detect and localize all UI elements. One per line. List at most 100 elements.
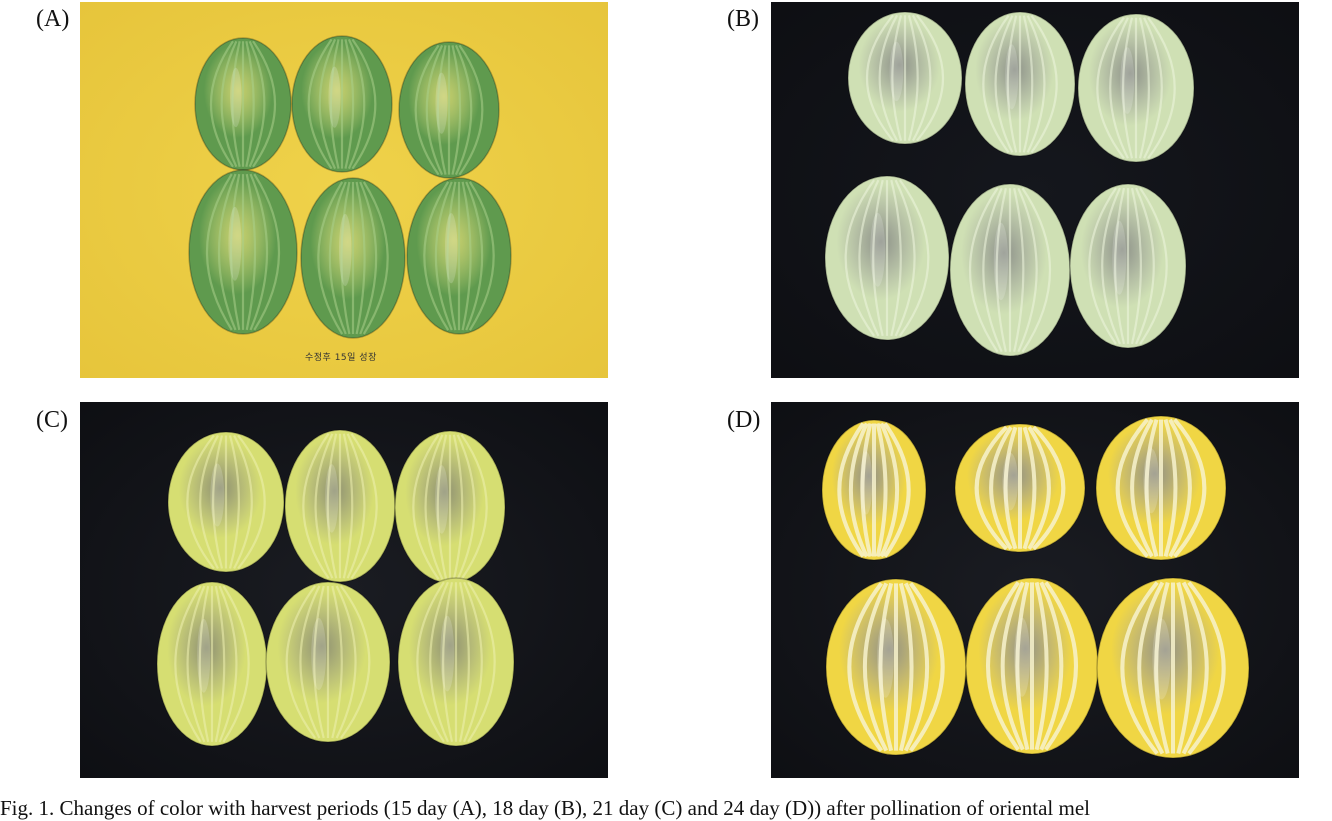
melon-stripe [878,582,894,752]
melon-stripe [1138,17,1150,159]
melon-stripe [355,181,366,335]
melon-stripe [872,179,884,337]
melon [1077,13,1195,163]
panel-label-a: (A) [36,6,70,32]
melon-stripe [350,433,378,579]
melon-highlight [1112,220,1127,295]
melon-stripe [458,581,470,743]
melon-stripe [414,44,440,176]
melon-stripe [916,14,944,142]
melon-stripe [911,14,932,142]
melon-stripe [1006,15,1018,153]
melon [265,581,391,743]
melon-stripe [212,435,224,569]
melon-stripe [847,582,884,752]
melon-stripe [879,422,900,558]
melon-stripe [285,585,316,739]
photo-panel-b [771,2,1299,378]
melon-stripe [229,173,241,331]
melon-stripe [218,585,238,743]
melon-stripe [454,44,473,176]
melon-highlight [859,451,873,515]
melon-highlight [1120,47,1135,114]
melon-stripe [429,581,449,743]
melon-stripe [899,179,930,337]
melon-highlight [230,67,242,128]
melon-stripe [467,581,496,743]
melon-stripe [1015,581,1030,751]
melon-stripe [974,425,1008,551]
melon-highlight [444,213,458,284]
melon-stripe [1003,426,1018,550]
melon-stripe [1101,187,1121,345]
melon-stripe [844,179,875,337]
melon-stripe [1173,418,1207,558]
melon-stripe [1187,581,1226,755]
photo-svg [771,402,1299,778]
photo-panel-c [80,402,608,778]
melon [825,578,967,756]
melon-stripe [1022,426,1037,550]
melon-stripe [890,179,902,337]
figure-caption: Fig. 1. Changes of color with harvest pe… [0,796,1090,820]
melon-stripe [416,581,445,743]
melon-highlight [1152,618,1171,700]
melon [824,175,950,341]
melon-stripe [451,45,462,175]
melon-stripe [1017,187,1038,353]
melon-stripe [1176,581,1192,755]
melon-stripe [458,44,484,176]
melon-highlight [228,206,242,281]
melon [284,429,396,583]
photo-svg [771,2,1299,378]
melon-stripe [452,434,464,580]
melon-stripe [1021,187,1052,353]
melon-stripe [186,585,206,743]
melon-highlight [435,465,449,534]
melon-stripe [233,434,253,570]
melon-stripe [442,581,454,743]
melon-stripe [313,585,325,739]
melon-highlight [210,463,225,527]
melon-stripe [862,582,889,752]
melon-stripe [1039,581,1064,751]
melon-stripe [1137,581,1165,755]
melon-stripe [237,434,266,570]
melon-stripe [1022,15,1034,153]
melon-stripe [860,423,873,557]
melon-stripe [302,433,330,579]
melon-stripe [424,434,444,580]
melon-highlight [877,618,894,698]
melon-highlight [870,212,886,287]
melon-highlight [1014,617,1031,697]
melon [300,177,406,339]
melon-stripe [1163,419,1178,557]
melon-stripe [220,40,238,168]
melon-stripe [342,433,354,579]
melon [1069,183,1187,349]
melon-stripe [875,423,888,557]
melon-stripe [245,173,257,331]
melon-stripe [335,585,357,739]
melon-stripe [1114,187,1126,345]
melon-stripe [331,585,343,739]
melon-stripe [1088,187,1117,345]
melon-stripe [317,181,344,335]
melon [397,577,515,747]
melon-stripe [994,15,1014,153]
melon-stripe [1135,187,1155,345]
melon-stripe [891,15,903,141]
melon [949,183,1071,357]
melon-stripe [318,38,337,170]
melon [1096,577,1250,759]
melon-stripe [1154,581,1170,755]
melon-stripe [1096,17,1125,159]
melon-stripe [465,181,484,331]
melon-stripe [989,426,1013,550]
melon-stripe [837,422,865,558]
melon-stripe [1168,418,1192,558]
photo-panel-d [771,402,1299,778]
melon-stripe [995,188,1007,352]
melon-stripe [1109,17,1129,159]
melon-stripe [1000,581,1025,751]
